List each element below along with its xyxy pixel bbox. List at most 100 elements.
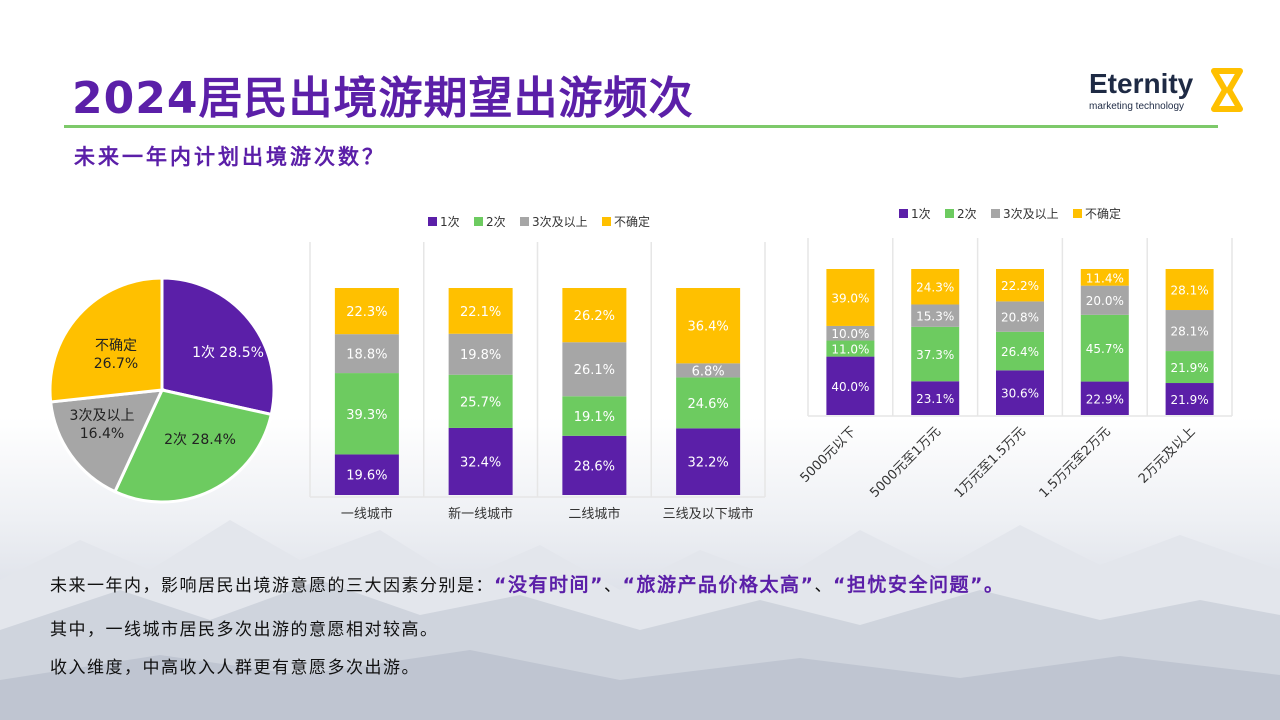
- data-label: 11.4%: [1086, 271, 1124, 285]
- bar-segment: [826, 325, 875, 341]
- logo: Eternity marketing technology: [1086, 68, 1256, 118]
- factor-safety-concern: “担忧安全问题”: [832, 574, 984, 596]
- bar-segment: [448, 333, 513, 375]
- data-label: 22.3%: [346, 305, 387, 320]
- summary-line-1: 未来一年内，影响居民出境游意愿的三大因素分别是：“没有时间”、“旅游产品价格太高…: [50, 570, 1004, 597]
- data-label: 23.1%: [916, 392, 954, 406]
- summary-line-1-prefix: 未来一年内，影响居民出境游意愿的三大因素分别是：: [50, 576, 494, 596]
- separator: 、: [603, 576, 623, 596]
- data-label: 28.1%: [1171, 284, 1209, 298]
- legend-label: 1次: [911, 207, 931, 221]
- legend-label: 2次: [486, 215, 506, 229]
- bar-segment: [1080, 285, 1129, 315]
- legend-label: 不确定: [1085, 206, 1121, 221]
- mountain-background: [0, 520, 1280, 720]
- pie-slice: [48, 388, 165, 494]
- bar-segment: [1080, 314, 1129, 382]
- data-label: 18.8%: [346, 348, 387, 363]
- legend-label: 3次及以上: [1003, 207, 1059, 221]
- bar-segment: [1165, 383, 1214, 415]
- bar-segment: [334, 373, 399, 455]
- bar-segment: [448, 288, 513, 334]
- bar-segment: [826, 356, 875, 415]
- data-label: 26.1%: [574, 363, 615, 378]
- data-label: 20.8%: [1001, 311, 1039, 325]
- category-label: 5000元以下: [798, 424, 860, 486]
- page-subtitle: 未来一年内计划出境游次数？: [74, 145, 386, 169]
- income-bar-chart: 40.0% 11.0% 10.0% 39.0% 5000元以下 23.1% 37.3% 15.…: [798, 206, 1233, 501]
- pie-slice: [160, 276, 276, 417]
- bar-segment: [911, 269, 960, 305]
- bar-segment: [1165, 351, 1214, 384]
- summary-line-3: 收入维度，中高收入人群更有意愿多次出游。: [50, 658, 420, 678]
- legend-swatch: [1073, 209, 1082, 218]
- pie-label: 2次 28.4%: [164, 432, 236, 448]
- data-label: 19.8%: [460, 348, 501, 363]
- bar-segment: [334, 454, 399, 495]
- hourglass-logo-icon: [1211, 68, 1243, 112]
- data-label: 36.4%: [687, 320, 728, 335]
- data-label: 40.0%: [831, 380, 869, 394]
- data-label: 32.4%: [460, 455, 501, 470]
- bar-segment: [996, 331, 1044, 371]
- bar-segment: [676, 428, 741, 495]
- category-label: 2万元及以上: [1136, 424, 1198, 486]
- title-divider: [64, 125, 1218, 128]
- data-label: 45.7%: [1086, 342, 1124, 356]
- legend-label: 1次: [440, 215, 460, 229]
- category-label: 1.5万元至2万元: [1037, 424, 1114, 501]
- pie-label: 不确定: [95, 338, 137, 354]
- bar-segment: [911, 304, 960, 327]
- bar-segment: [448, 374, 513, 428]
- data-label: 37.3%: [916, 348, 954, 362]
- pie-slice: [112, 388, 274, 504]
- legend-swatch: [428, 217, 437, 226]
- city-tier-bar-chart: 19.6% 39.3% 18.8% 22.3% 一线城市 32.4% 25.7% 19.8% 2…: [309, 214, 766, 522]
- bar-segment: [826, 269, 875, 326]
- data-label: 39.3%: [346, 408, 387, 423]
- data-label: 22.2%: [1001, 279, 1039, 293]
- category-label: 二线城市: [568, 506, 620, 522]
- data-label: 30.6%: [1001, 387, 1039, 401]
- legend-label: 2次: [957, 207, 977, 221]
- factor-no-time: “没有时间”: [494, 574, 604, 596]
- category-label: 一线城市: [341, 506, 393, 522]
- pie-label: 3次及以上: [70, 408, 135, 424]
- bar-segment: [676, 363, 741, 378]
- bar-segment: [996, 269, 1044, 302]
- category-label: 1万元至1.5万元: [952, 424, 1029, 501]
- data-label: 10.0%: [831, 327, 869, 341]
- pie-label: 16.4%: [80, 426, 124, 442]
- logo-tagline: marketing technology: [1089, 101, 1185, 112]
- summary-line-2: 其中，一线城市居民多次出游的意愿相对较高。: [50, 620, 439, 640]
- data-label: 39.0%: [831, 291, 869, 305]
- data-label: 22.9%: [1086, 392, 1124, 406]
- legend-swatch: [474, 217, 483, 226]
- pie-chart: 1次 28.5% 2次 28.4% 3次及以上 16.4% 不确定 26.7%: [48, 276, 276, 504]
- category-label: 新一线城市: [448, 506, 513, 522]
- logo-wordmark: Eternity: [1089, 68, 1194, 99]
- legend-swatch: [899, 209, 908, 218]
- bar-segment: [996, 301, 1044, 332]
- bar-segment: [448, 427, 513, 495]
- bar-segment: [676, 288, 741, 364]
- data-label: 20.0%: [1086, 294, 1124, 308]
- data-label: 24.3%: [916, 281, 954, 295]
- bar-segment: [334, 334, 399, 374]
- data-label: 26.2%: [574, 309, 615, 324]
- data-label: 6.8%: [692, 364, 725, 379]
- page-title: 2024居民出境游期望出游频次: [72, 73, 694, 124]
- bar-segment: [996, 370, 1044, 415]
- data-label: 28.6%: [574, 459, 615, 474]
- data-label: 26.4%: [1001, 345, 1039, 359]
- bar-segment: [911, 381, 960, 415]
- data-label: 24.6%: [687, 397, 728, 412]
- summary-end-mark: 。: [983, 574, 1005, 596]
- data-label: 19.6%: [346, 469, 387, 484]
- pie-slice: [48, 276, 164, 404]
- separator: 、: [814, 576, 833, 596]
- legend-swatch: [520, 217, 529, 226]
- pie-label: 1次 28.5%: [192, 345, 264, 361]
- category-label: 5000元至1万元: [867, 424, 944, 501]
